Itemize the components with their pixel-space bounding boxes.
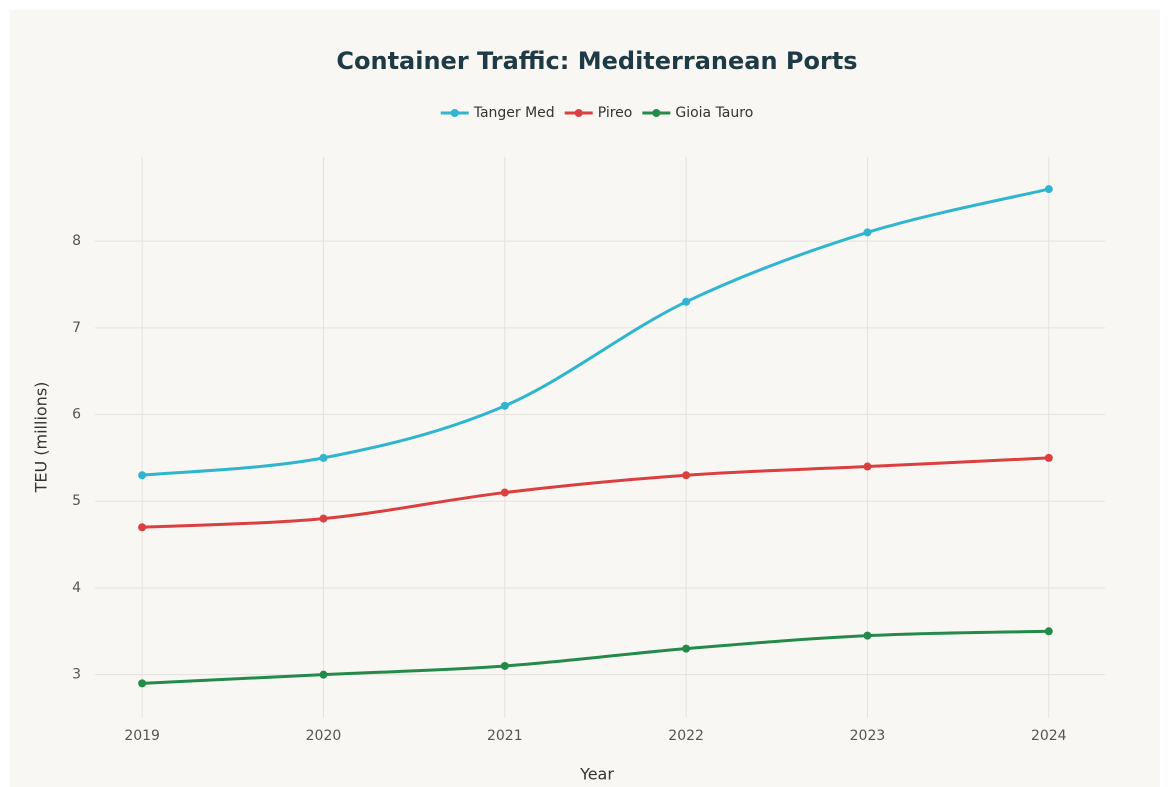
y-tick-label: 3 bbox=[72, 667, 81, 683]
data-point bbox=[863, 631, 872, 640]
legend-text: Gioia Tauro bbox=[675, 105, 753, 121]
data-point bbox=[138, 679, 147, 688]
background bbox=[10, 10, 1160, 787]
x-tick-label: 2019 bbox=[124, 728, 160, 744]
data-point bbox=[1044, 185, 1053, 194]
series-line bbox=[142, 629, 1049, 685]
legend-text: Tanger Med bbox=[473, 105, 555, 121]
legend: Tanger Med Pireo Gioia Tauro bbox=[440, 105, 753, 121]
data-point bbox=[138, 471, 147, 480]
y-tick-label: 7 bbox=[72, 320, 81, 336]
series-line bbox=[142, 187, 1050, 477]
x-tick-label: 2024 bbox=[1031, 728, 1067, 744]
data-point bbox=[682, 644, 691, 653]
legend-item: Gioia Tauro bbox=[642, 105, 753, 121]
plot bbox=[138, 185, 1053, 688]
data-point bbox=[682, 297, 691, 306]
series-line bbox=[142, 456, 1049, 529]
data-point bbox=[138, 523, 147, 532]
legend-marker bbox=[652, 109, 661, 117]
x-tick-label: 2023 bbox=[850, 728, 886, 744]
y-tick-label: 6 bbox=[72, 407, 81, 423]
data-point bbox=[682, 471, 691, 480]
y-tick-label: 5 bbox=[72, 493, 81, 509]
data-point bbox=[319, 514, 328, 523]
chart-title: Container Traffic: Mediterranean Ports bbox=[336, 47, 857, 75]
data-point bbox=[319, 453, 328, 462]
data-point bbox=[863, 228, 872, 237]
data-point bbox=[319, 670, 328, 679]
grid bbox=[95, 157, 1105, 718]
x-tick-label: 2020 bbox=[306, 728, 342, 744]
data-point bbox=[1044, 627, 1053, 636]
y-axis-title: TEU (millions) bbox=[32, 382, 51, 494]
legend-item: Tanger Med bbox=[440, 105, 555, 121]
data-point bbox=[500, 401, 509, 410]
x-axis-title: Year bbox=[579, 765, 614, 784]
legend-marker bbox=[574, 109, 583, 117]
y-tick-label: 4 bbox=[72, 580, 81, 596]
data-point bbox=[500, 488, 509, 497]
data-point bbox=[1044, 453, 1053, 462]
data-point bbox=[500, 661, 509, 670]
x-tick-label: 2021 bbox=[487, 728, 523, 744]
data-point bbox=[863, 462, 872, 471]
legend-item: Pireo bbox=[564, 105, 633, 121]
y-tick-label: 8 bbox=[72, 233, 81, 249]
x-tick-label: 2022 bbox=[668, 728, 704, 744]
legend-text: Pireo bbox=[598, 105, 633, 121]
legend-marker bbox=[450, 109, 459, 117]
